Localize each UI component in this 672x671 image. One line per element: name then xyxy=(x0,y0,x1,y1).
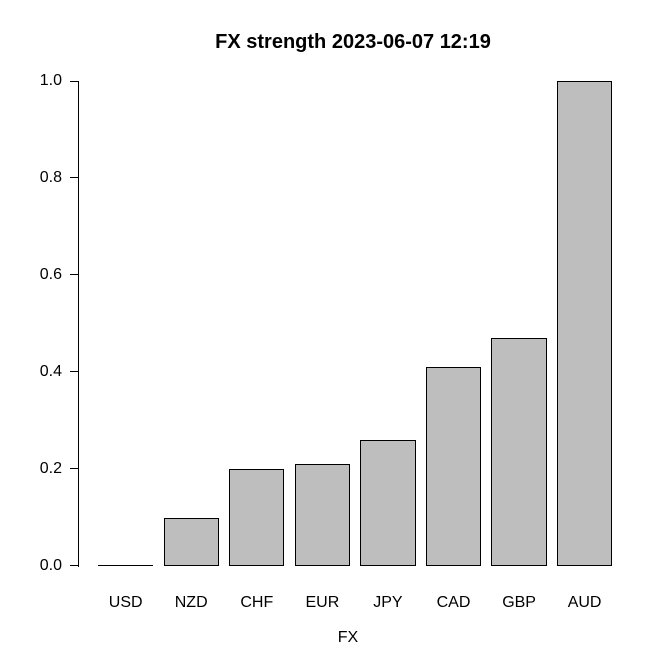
y-tick-label: 0.6 xyxy=(39,265,62,283)
y-tick xyxy=(70,177,78,179)
y-tick-label: 1.0 xyxy=(39,72,62,89)
y-axis-line xyxy=(78,81,79,567)
y-tick-label: 0.0 xyxy=(39,556,62,574)
x-tick-label-gbp: GBP xyxy=(502,594,536,611)
bar-cad xyxy=(425,367,482,566)
chart-title: FX strength 2023-06-07 12:19 xyxy=(215,31,491,53)
y-tick xyxy=(70,80,78,82)
x-tick-label-aud: AUD xyxy=(567,594,602,611)
bar-nzd xyxy=(163,517,219,566)
bar-gbp xyxy=(491,338,547,566)
y-tick xyxy=(70,468,78,470)
x-tick-label-cad: CAD xyxy=(436,594,471,611)
bar-aud xyxy=(557,81,613,566)
bar-usd xyxy=(98,565,154,566)
bar-jpy xyxy=(360,440,416,566)
x-axis-title: FX xyxy=(337,629,359,646)
x-tick-label-chf: CHF xyxy=(240,594,274,611)
plot-area xyxy=(78,81,618,566)
y-tick-label: 0.2 xyxy=(39,459,62,477)
y-tick xyxy=(70,274,78,276)
x-tick-label-usd: USD xyxy=(108,594,143,611)
y-tick-label: 0.4 xyxy=(39,362,62,380)
bar-eur xyxy=(294,464,350,566)
y-tick xyxy=(70,371,78,373)
y-tick-label: 0.8 xyxy=(39,168,62,186)
x-tick-label-nzd: NZD xyxy=(174,594,208,611)
bar-chf xyxy=(229,469,285,566)
x-tick-label-eur: EUR xyxy=(305,594,340,611)
x-tick-label-jpy: JPY xyxy=(373,594,403,611)
y-tick xyxy=(70,565,78,567)
